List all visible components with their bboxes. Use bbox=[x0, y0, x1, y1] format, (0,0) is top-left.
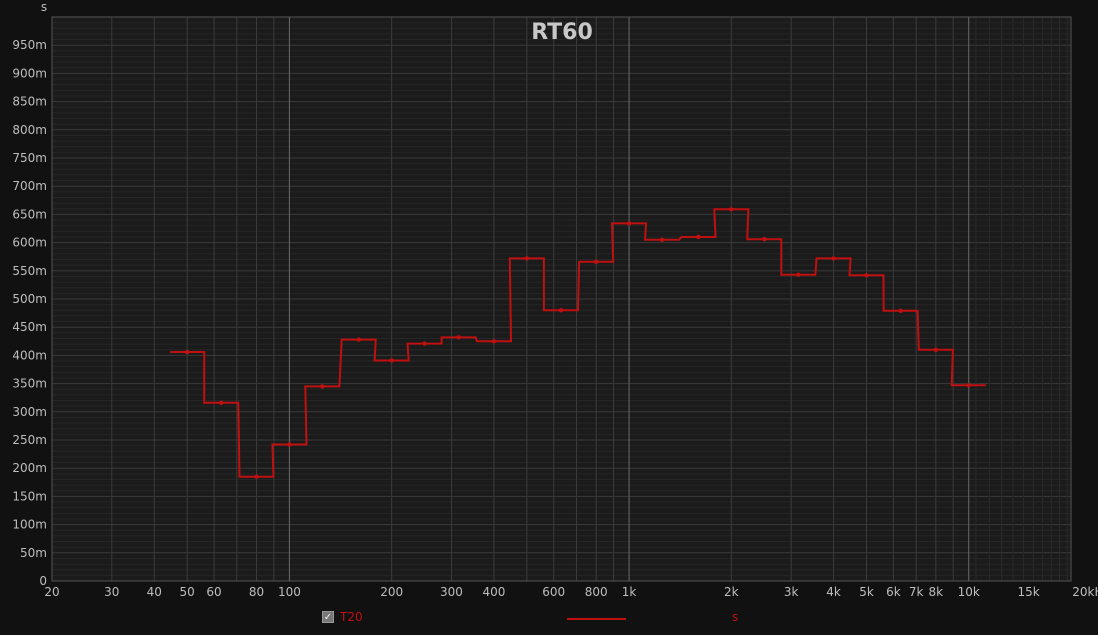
y-tick-label: 800m bbox=[12, 123, 47, 137]
y-tick-label: 500m bbox=[12, 292, 47, 306]
data-point bbox=[524, 256, 530, 261]
x-tick-label: 200 bbox=[380, 585, 403, 599]
x-tick-label: 6k bbox=[886, 585, 901, 599]
data-point bbox=[831, 256, 836, 261]
x-tick-label: 20 bbox=[44, 585, 59, 599]
data-point bbox=[287, 442, 292, 447]
y-tick-label: 700m bbox=[12, 179, 47, 193]
data-point bbox=[762, 237, 767, 242]
y-tick-label: 250m bbox=[12, 433, 47, 447]
y-axis-unit-label: s bbox=[41, 0, 47, 14]
series-line-t20 bbox=[170, 208, 986, 478]
x-tick-label: 30 bbox=[104, 585, 119, 599]
x-tick-label: 20kHz bbox=[1072, 585, 1098, 599]
x-tick-label: 15k bbox=[1017, 585, 1039, 599]
data-point bbox=[389, 358, 394, 363]
data-point bbox=[898, 308, 903, 314]
data-point bbox=[593, 259, 599, 264]
y-tick-label: 450m bbox=[12, 320, 47, 334]
x-tick-label: 4k bbox=[826, 585, 841, 599]
x-tick-label: 50 bbox=[180, 585, 195, 599]
data-point bbox=[659, 237, 665, 242]
legend-label: T20 bbox=[340, 610, 363, 624]
y-tick-label: 300m bbox=[12, 405, 47, 419]
y-tick-label: 100m bbox=[12, 518, 47, 532]
data-point bbox=[626, 221, 632, 226]
data-point bbox=[422, 341, 427, 346]
data-point bbox=[933, 347, 939, 352]
x-tick-label: 10k bbox=[958, 585, 980, 599]
x-tick-label: 800 bbox=[585, 585, 608, 599]
x-tick-label: 300 bbox=[440, 585, 463, 599]
y-tick-label: 850m bbox=[12, 95, 47, 109]
y-tick-label: 750m bbox=[12, 151, 47, 165]
y-tick-label: 650m bbox=[12, 207, 47, 221]
y-tick-label: 600m bbox=[12, 236, 47, 250]
x-tick-label: 5k bbox=[859, 585, 874, 599]
x-tick-label: 40 bbox=[147, 585, 162, 599]
t20-checkbox[interactable]: ✓ bbox=[322, 611, 334, 623]
data-point bbox=[966, 383, 971, 388]
plot-border bbox=[51, 16, 1072, 582]
x-tick-label: 60 bbox=[206, 585, 221, 599]
data-point bbox=[254, 474, 259, 479]
x-tick-label: 7k bbox=[909, 585, 924, 599]
y-tick-label: 550m bbox=[12, 264, 47, 278]
y-tick-label: 950m bbox=[12, 38, 47, 52]
y-tick-label: 200m bbox=[12, 461, 47, 475]
x-tick-label: 100 bbox=[278, 585, 301, 599]
y-tick-label: 0 bbox=[39, 574, 47, 588]
data-point bbox=[558, 308, 564, 313]
x-tick-label: 600 bbox=[542, 585, 565, 599]
y-tick-label: 50m bbox=[20, 546, 47, 560]
x-tick-label: 80 bbox=[249, 585, 264, 599]
data-point bbox=[729, 207, 734, 212]
legend-line-swatch bbox=[567, 618, 626, 620]
data-point bbox=[320, 384, 325, 389]
chart-title: RT60 bbox=[531, 20, 593, 45]
data-point bbox=[456, 335, 461, 340]
y-tick-label: 150m bbox=[12, 489, 47, 503]
data-point bbox=[219, 400, 224, 405]
x-tick-label: 2k bbox=[724, 585, 739, 599]
data-point bbox=[696, 234, 701, 240]
x-tick-label: 3k bbox=[784, 585, 799, 599]
legend-unit: s bbox=[732, 610, 739, 624]
data-point bbox=[184, 349, 190, 355]
x-tick-label: 8k bbox=[929, 585, 944, 599]
data-point bbox=[491, 339, 497, 344]
data-point bbox=[864, 273, 869, 278]
y-tick-label: 900m bbox=[12, 66, 47, 80]
x-tick-label: 400 bbox=[482, 585, 505, 599]
x-tick-label: 1k bbox=[622, 585, 637, 599]
y-tick-label: 400m bbox=[12, 348, 47, 362]
y-tick-label: 350m bbox=[12, 377, 47, 391]
data-point bbox=[796, 272, 801, 277]
data-point bbox=[356, 337, 361, 342]
